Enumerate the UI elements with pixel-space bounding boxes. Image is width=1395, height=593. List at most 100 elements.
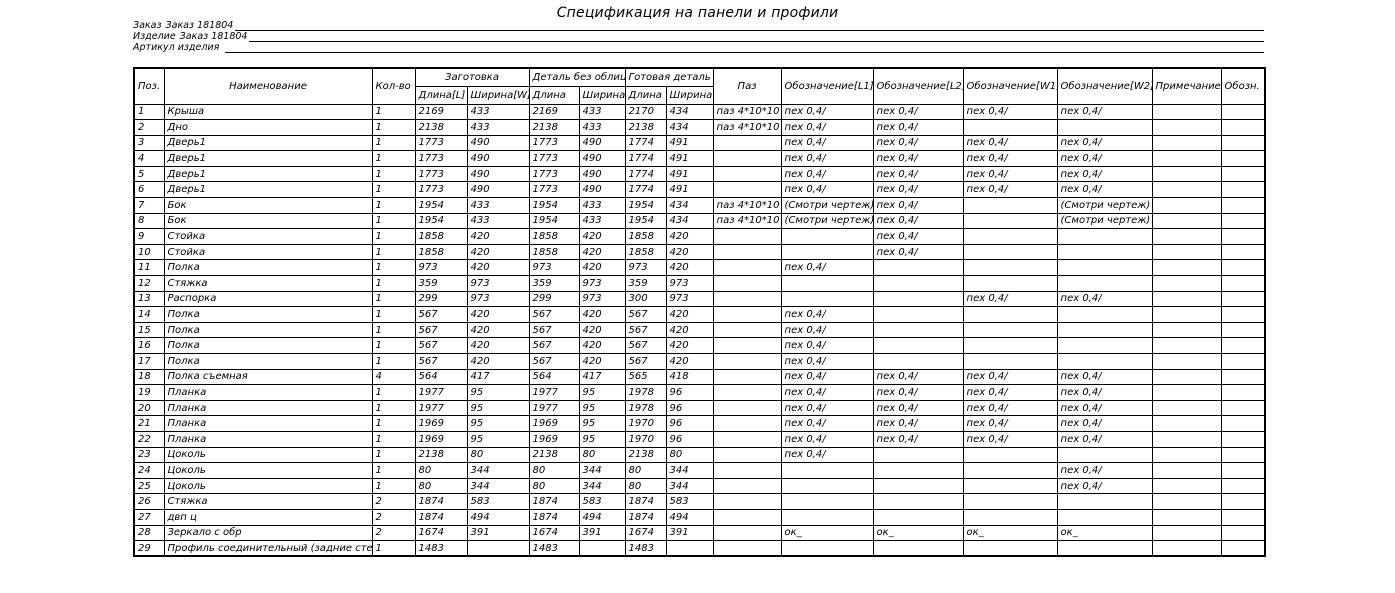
cell-final-length: 1774	[624, 181, 667, 199]
cell-final-width: 973	[665, 275, 714, 292]
cell-note	[1151, 477, 1222, 495]
cell-mark-l2: пех 0,4/	[872, 384, 964, 401]
cell-blank-length: 567	[414, 353, 468, 370]
cell-mark-l2	[872, 337, 964, 354]
cell-final-length: 1858	[624, 243, 667, 261]
cell-note	[1151, 415, 1222, 432]
cell-raw-length: 359	[528, 275, 580, 292]
col-header-blank-width: Ширина[W]	[466, 85, 530, 105]
cell-designation	[1220, 368, 1266, 386]
cell-groove: паз 4*10*10	[712, 212, 782, 230]
cell-mark-l1: пех 0,4/	[780, 384, 874, 401]
cell-groove	[712, 493, 782, 510]
cell-note	[1151, 384, 1222, 401]
cell-mark-w2	[1056, 243, 1153, 261]
cell-final-length: 300	[624, 290, 667, 308]
cell-name: Стойка	[163, 228, 373, 245]
cell-raw-width: 417	[578, 368, 626, 386]
cell-mark-l1	[780, 228, 874, 245]
cell-blank-length: 1773	[414, 181, 468, 199]
cell-mark-l2: ок_	[872, 524, 964, 542]
cell-raw-length: 567	[528, 306, 580, 323]
cell-mark-w2: пех 0,4/	[1056, 368, 1153, 386]
cell-blank-width: 95	[466, 415, 530, 432]
cell-qty: 1	[371, 290, 416, 308]
cell-mark-w1: пех 0,4/	[962, 415, 1058, 432]
cell-qty: 1	[371, 477, 416, 495]
cell-qty: 1	[371, 181, 416, 199]
cell-mark-w1	[962, 275, 1058, 292]
table-row: 6 Дверь1 1 1773 490 1773 490 1774 491 пех 0,4/пех…	[133, 181, 1266, 199]
cell-qty: 1	[371, 384, 416, 401]
cell-designation	[1220, 321, 1266, 339]
cell-blank-width: 583	[466, 493, 530, 510]
cell-blank-length: 2138	[414, 119, 468, 136]
cell-raw-width: 95	[578, 430, 626, 448]
cell-groove	[712, 353, 782, 370]
cell-pos: 17	[133, 353, 165, 370]
cell-raw-width: 490	[578, 165, 626, 183]
table-row: 2 Дно 1 2138 433 2138 433 2138 434 паз 4*10*10 пех…	[133, 119, 1266, 136]
cell-raw-length: 1858	[528, 228, 580, 245]
cell-final-width: 973	[665, 290, 714, 308]
cell-designation	[1220, 415, 1266, 432]
cell-blank-length: 567	[414, 306, 468, 323]
cell-note	[1151, 243, 1222, 261]
cell-mark-l2: пех 0,4/	[872, 103, 964, 121]
page-title: Спецификация на панели и профили	[556, 5, 839, 21]
cell-final-length: 1858	[624, 228, 667, 245]
cell-raw-width: 420	[578, 337, 626, 354]
cell-note	[1151, 150, 1222, 167]
cell-designation	[1220, 197, 1266, 214]
cell-mark-l2	[872, 321, 964, 339]
cell-note	[1151, 181, 1222, 199]
cell-pos: 16	[133, 337, 165, 354]
cell-mark-l2: пех 0,4/	[872, 181, 964, 199]
cell-final-width: 434	[665, 103, 714, 121]
cell-mark-w1: пех 0,4/	[962, 165, 1058, 183]
table-row: 18 Полка съемная 4 564 417 564 417 565 418 пех 0,…	[133, 368, 1266, 386]
cell-qty: 1	[371, 228, 416, 245]
cell-raw-width: 80	[578, 446, 626, 464]
cell-raw-length: 1773	[528, 165, 580, 183]
cell-mark-w1	[962, 540, 1058, 557]
cell-final-width: 96	[665, 384, 714, 401]
cell-groove	[712, 134, 782, 152]
cell-raw-length: 973	[528, 259, 580, 277]
spec-table: Поз. Наименование Кол-во Заготовка Детал…	[133, 67, 1267, 558]
cell-pos: 7	[133, 197, 165, 214]
cell-raw-width: 973	[578, 290, 626, 308]
cell-groove	[712, 243, 782, 261]
cell-pos: 28	[133, 524, 165, 542]
cell-qty: 2	[371, 493, 416, 510]
table-row: 17 Полка 1 567 420 567 420 567 420 пех 0,4/	[133, 353, 1266, 370]
cell-pos: 23	[133, 446, 165, 464]
cell-pos: 29	[133, 540, 165, 557]
cell-mark-w1	[962, 306, 1058, 323]
table-row: 26 Стяжка 2 1874 583 1874 583 1874 583	[133, 493, 1266, 510]
cell-blank-length: 2169	[414, 103, 468, 121]
cell-designation	[1220, 462, 1266, 479]
cell-final-length: 1970	[624, 430, 667, 448]
cell-qty: 1	[371, 446, 416, 464]
cell-pos: 5	[133, 165, 165, 183]
cell-mark-w2: пех 0,4/	[1056, 290, 1153, 308]
cell-designation	[1220, 212, 1266, 230]
cell-mark-w2	[1056, 321, 1153, 339]
cell-final-length: 1978	[624, 384, 667, 401]
cell-name: Полка	[163, 259, 373, 277]
cell-mark-l2: пех 0,4/	[872, 134, 964, 152]
cell-groove	[712, 321, 782, 339]
cell-mark-w1: пех 0,4/	[962, 103, 1058, 121]
cell-pos: 25	[133, 477, 165, 495]
cell-raw-length: 1483	[528, 540, 580, 557]
cell-mark-l1: (Смотри чертеж)	[780, 212, 874, 230]
cell-qty: 1	[371, 462, 416, 479]
cell-mark-l1	[780, 290, 874, 308]
cell-designation	[1220, 524, 1266, 542]
table-row: 14 Полка 1 567 420 567 420 567 420 пех 0,4/	[133, 306, 1266, 323]
cell-mark-l2: пех 0,4/	[872, 415, 964, 432]
cell-blank-length: 1483	[414, 540, 468, 557]
cell-note	[1151, 259, 1222, 277]
